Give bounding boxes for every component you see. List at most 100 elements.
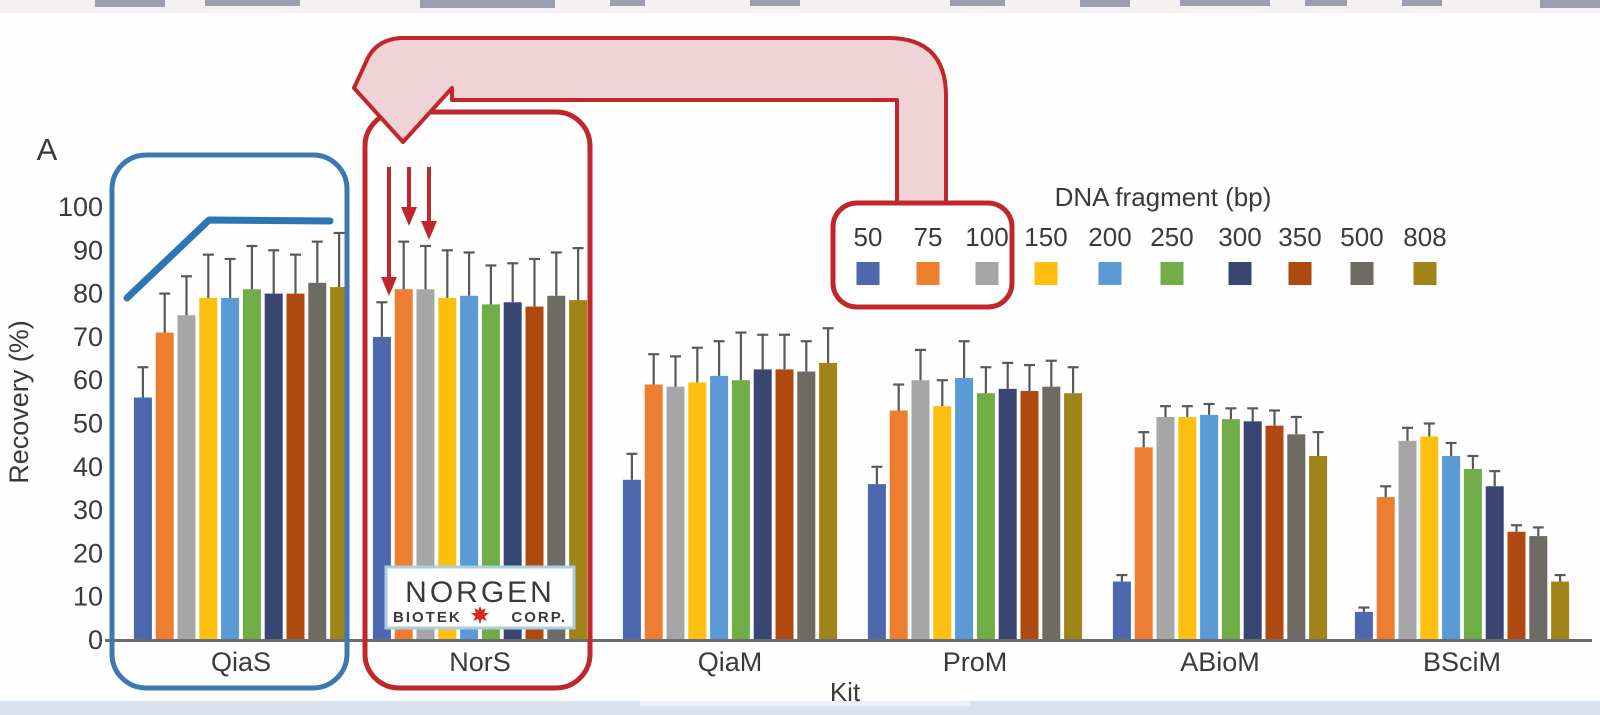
bar-QiaM-50bp [622, 479, 641, 640]
video-artifact [0, 0, 1600, 13]
bar-BSciM-500bp [1529, 536, 1548, 640]
legend-items: 50 75 100 150 200 250 300 350 500 808 [854, 222, 1447, 285]
qias-highlight-box [109, 152, 350, 691]
y-tick-label: 90 [73, 235, 103, 265]
video-artifact [1402, 0, 1442, 6]
legend-label-500: 500 [1340, 222, 1383, 252]
bar-NorS-300bp [503, 302, 522, 640]
bar-QiaS-75bp [155, 332, 174, 640]
video-artifact [1180, 0, 1270, 6]
y-tick-label: 0 [88, 625, 103, 655]
legend-label-75: 75 [914, 222, 943, 252]
bar-NorS-100bp [416, 289, 435, 640]
maple-leaf-icon [470, 605, 490, 625]
bar-ABioM-500bp [1287, 434, 1306, 640]
bar-QiaS-350bp [286, 293, 305, 640]
bar-QiaM-500bp [797, 371, 816, 640]
category-label-NorS: NorS [449, 647, 511, 677]
nors-highlight-box [362, 109, 593, 691]
logo-name: NORGEN [405, 576, 555, 609]
bar-ProM-50bp [867, 484, 886, 640]
bar-NorS-150bp [438, 297, 457, 640]
bar-ProM-808bp [1064, 393, 1083, 640]
bar-QiaS-50bp [133, 397, 152, 640]
x-axis-title: Kit [830, 677, 861, 707]
video-artifact [950, 0, 1005, 6]
bar-ABioM-50bp [1112, 581, 1131, 640]
legend-swatch-150 [1034, 262, 1058, 285]
video-artifact [610, 0, 645, 6]
small-arrows [381, 167, 437, 296]
bar-BSciM-150bp [1420, 436, 1439, 640]
bar-QiaM-200bp [710, 375, 729, 640]
bar-ProM-300bp [998, 388, 1017, 640]
bar-NorS-75bp [394, 289, 413, 640]
legend-swatch-500 [1350, 262, 1374, 285]
down-arrow-icon [421, 221, 437, 240]
legend-highlight-box [830, 200, 1015, 310]
bar-ABioM-100bp [1156, 417, 1175, 640]
bar-QiaM-150bp [688, 382, 707, 640]
bar-BSciM-50bp [1354, 611, 1373, 640]
legend-label-300: 300 [1218, 222, 1261, 252]
legend-swatch-250 [1160, 262, 1184, 285]
category-label-QiaS: QiaS [211, 647, 271, 677]
legend-title: DNA fragment (bp) [1055, 182, 1272, 212]
bar-BSciM-250bp [1463, 468, 1482, 640]
category-label-ProM: ProM [943, 647, 1008, 677]
bar-ProM-150bp [933, 406, 952, 640]
video-artifact [1080, 0, 1130, 7]
y-tick-label: 40 [73, 452, 103, 482]
down-arrow-icon [381, 277, 397, 296]
down-arrow-icon [401, 207, 417, 226]
video-artifact [420, 0, 555, 8]
bar-ProM-500bp [1042, 386, 1061, 640]
category-label-BSciM: BSciM [1423, 647, 1501, 677]
bar-QiaS-100bp [177, 315, 196, 640]
y-tick-label: 80 [73, 279, 103, 309]
logo-biotek: BIOTEK [393, 609, 462, 626]
bar-QiaM-250bp [731, 380, 750, 640]
category-label-ABioM: ABioM [1180, 647, 1260, 677]
bar-QiaM-300bp [753, 369, 772, 640]
trend-line-annotation [123, 216, 334, 302]
legend-label-250: 250 [1150, 222, 1193, 252]
bar-BSciM-75bp [1376, 497, 1395, 640]
category-label-QiaM: QiaM [698, 647, 763, 677]
bar-QiaS-300bp [264, 293, 283, 640]
bar-ProM-200bp [955, 378, 974, 640]
legend-label-350: 350 [1278, 222, 1321, 252]
bar-ProM-100bp [911, 380, 930, 640]
legend-to-nors-arrow [352, 36, 948, 209]
bar-ABioM-808bp [1309, 455, 1328, 640]
legend-swatch-808 [1413, 262, 1437, 285]
bar-BSciM-808bp [1551, 581, 1570, 640]
bar-QiaS-500bp [308, 282, 327, 640]
bar-BSciM-100bp [1398, 440, 1417, 640]
y-tick-label: 20 [73, 538, 103, 568]
y-tick-label: 70 [73, 322, 103, 352]
y-axis-title: Recovery (%) [4, 320, 34, 484]
y-axis-tick-labels: 0 10 20 30 40 50 60 70 80 90 100 [58, 192, 103, 655]
y-tick-label: 10 [73, 582, 103, 612]
video-artifact [205, 0, 300, 6]
y-tick-label: 100 [58, 192, 103, 222]
bar-QiaM-100bp [666, 386, 685, 640]
video-artifact [640, 701, 970, 706]
y-tick-label: 30 [73, 495, 103, 525]
video-artifact [750, 0, 800, 6]
legend-swatch-300 [1228, 262, 1252, 285]
bar-QiaM-808bp [819, 362, 838, 640]
video-artifact [1305, 0, 1347, 6]
y-tick-label: 50 [73, 409, 103, 439]
video-artifact [95, 0, 165, 7]
legend-label-200: 200 [1088, 222, 1131, 252]
bar-NorS-50bp [372, 336, 391, 640]
bar-ProM-250bp [976, 393, 995, 640]
bar-ABioM-300bp [1243, 421, 1262, 640]
legend-label-50: 50 [854, 222, 883, 252]
panel-label: A [37, 132, 58, 167]
bar-QiaM-75bp [644, 384, 663, 640]
